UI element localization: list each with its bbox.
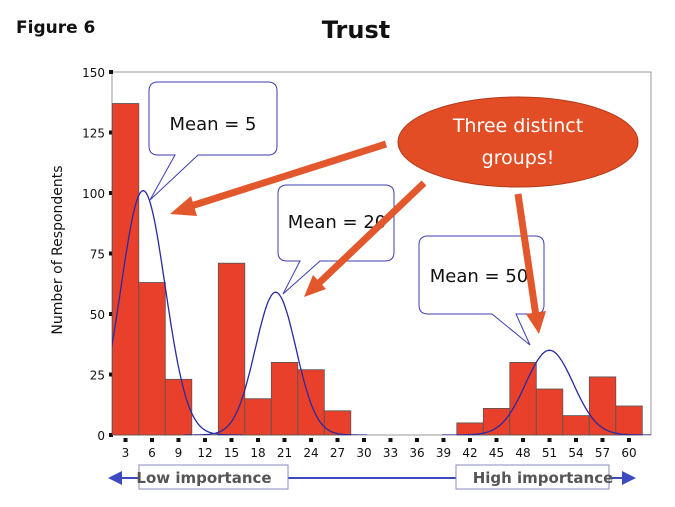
x-tick-label: 27: [330, 446, 345, 460]
bar-42: [456, 422, 484, 436]
x-tick-label: 18: [250, 446, 265, 460]
x-tick: [229, 438, 234, 442]
callout-mean-5: Mean = 5: [148, 81, 278, 201]
x-tick: [309, 438, 313, 442]
left-arrowhead-icon: [108, 471, 122, 485]
x-tick-label: 48: [515, 446, 530, 460]
right-arrowhead-icon: [622, 471, 636, 485]
low-importance-box: [138, 464, 289, 490]
x-tick: [521, 438, 525, 442]
x-tick-label: 42: [462, 446, 477, 460]
high-importance-label: High importance: [473, 469, 614, 487]
callout-mean-5-text: Mean = 5: [169, 114, 256, 135]
figure-label: Figure 6: [16, 18, 95, 38]
y-tick: [109, 433, 113, 437]
bar-60: [615, 405, 643, 436]
x-tick: [176, 438, 181, 442]
x-tick-label: 54: [568, 446, 583, 460]
bar-27: [323, 410, 352, 436]
bar-3: [111, 103, 140, 436]
y-axis: 0 25 50 75 100 125 150: [82, 66, 113, 443]
x-tick-label: 15: [224, 446, 239, 460]
x-tick: [574, 438, 578, 442]
chart-title: Trust: [322, 16, 390, 44]
y-tick: [109, 70, 113, 74]
x-tick-label: 12: [197, 446, 212, 460]
normal-curve-1: [112, 189, 243, 435]
bar-18: [244, 398, 272, 436]
x-tick-label: 9: [175, 446, 183, 460]
x-tick: [335, 438, 340, 442]
high-importance-box: [455, 464, 610, 490]
y-tick-label: 100: [82, 187, 105, 201]
x-tick-label: 33: [383, 446, 398, 460]
normal-curve-3: [442, 349, 651, 435]
x-tick: [627, 438, 631, 442]
x-tick-label: 39: [436, 446, 451, 460]
x-tick: [468, 438, 472, 442]
x-axis: 3 6 9 12 15 18 21 24 27 30 33 36 39 42 45 48 51 54 57 60: [122, 438, 637, 460]
bar-48: [509, 361, 537, 436]
x-tick: [256, 438, 260, 442]
bar-9: [164, 378, 193, 436]
bar-45: [482, 407, 511, 436]
x-tick-label: 21: [277, 446, 292, 460]
bar-21: [270, 361, 299, 436]
y-tick-label: 0: [97, 429, 105, 443]
y-tick: [109, 191, 113, 195]
x-tick-label: 57: [595, 446, 610, 460]
bars: [111, 103, 643, 436]
x-tick-label: 24: [303, 446, 318, 460]
bar-51: [535, 388, 564, 436]
y-tick-label: 125: [82, 127, 105, 141]
x-tick: [494, 438, 499, 442]
callout-arrows: [170, 140, 546, 334]
low-importance-label: Low importance: [136, 469, 271, 487]
y-tick-label: 150: [82, 66, 105, 80]
x-tick-label: 6: [148, 446, 156, 460]
x-tick: [203, 438, 207, 442]
x-tick-label: 30: [356, 446, 371, 460]
normal-curve-2: [184, 291, 368, 435]
three-groups-line-2: groups!: [482, 147, 555, 169]
callout-mean-50-text: Mean = 50: [430, 266, 528, 287]
x-tick: [362, 438, 366, 442]
callout-mean-20-text: Mean = 20: [288, 212, 386, 233]
x-tick-label: 45: [489, 446, 504, 460]
x-tick: [547, 438, 552, 442]
arrow-to-group-3: [514, 193, 546, 334]
x-tick: [123, 438, 128, 442]
y-tick: [109, 130, 113, 135]
bar-54: [562, 415, 590, 436]
callout-mean-50: Mean = 50: [418, 235, 545, 346]
y-tick-label: 25: [90, 369, 105, 383]
y-axis-label: Number of Respondents: [50, 165, 66, 334]
bar-15: [217, 262, 246, 436]
x-tick: [150, 438, 154, 442]
callout-mean-20: Mean = 20: [277, 184, 395, 295]
bar-57: [588, 376, 617, 436]
normal-curves: [112, 189, 651, 435]
y-tick: [109, 372, 113, 377]
x-tick: [600, 438, 605, 442]
x-tick-label: 3: [122, 446, 130, 460]
x-tick: [388, 438, 393, 442]
x-tick: [415, 438, 419, 442]
y-tick: [109, 251, 113, 256]
arrow-to-group-2: [304, 180, 427, 297]
x-tick-label: 60: [621, 446, 636, 460]
three-groups-line-1: Three distinct: [452, 115, 583, 137]
y-tick-label: 75: [90, 248, 105, 262]
y-tick: [109, 312, 113, 316]
x-tick-label: 51: [542, 446, 557, 460]
three-groups-callout: Three distinct groups!: [397, 96, 639, 188]
y-tick-label: 50: [90, 308, 105, 322]
x-tick: [441, 438, 446, 442]
x-tick-label: 36: [409, 446, 424, 460]
bar-6: [138, 282, 166, 436]
arrow-to-group-1: [170, 140, 388, 216]
importance-range: Low importance High importance: [108, 464, 636, 490]
x-tick: [282, 438, 287, 442]
